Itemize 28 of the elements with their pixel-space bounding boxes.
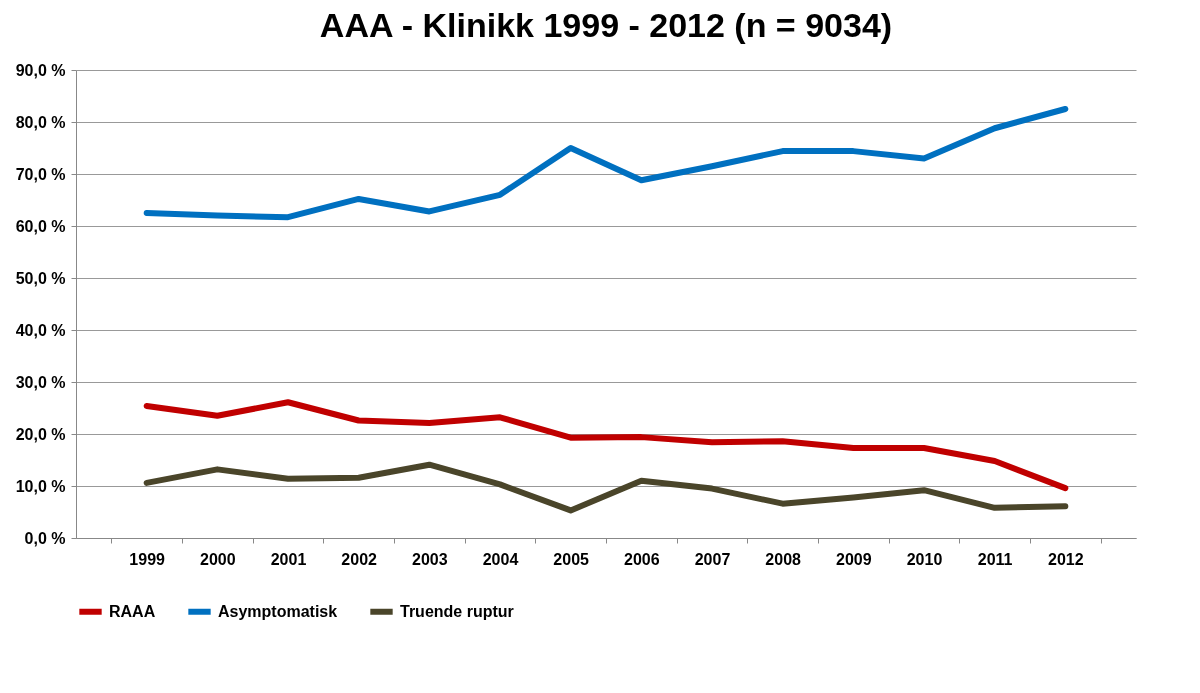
y-tick-label: 60,0 % [15,217,66,235]
y-tick-label: 90,0 % [15,61,66,79]
x-tick-label: 2003 [412,550,448,568]
x-tick-label: 2006 [624,550,660,568]
x-tick-label: 2002 [341,550,378,568]
y-tick-label: 0,0 % [24,529,66,547]
x-tick-label: 2008 [765,550,802,568]
x-tick-label: 2011 [977,550,1013,568]
y-tick-label: 70,0 % [15,165,66,183]
y-tick-label: 30,0 % [15,373,66,391]
x-tick-label: 2007 [694,550,731,568]
y-tick-label: 10,0 % [15,477,66,495]
x-tick-label: 2005 [553,550,590,568]
x-tick-label: 1999 [129,550,166,568]
legend-label: RAAA [109,602,156,620]
legend-label: Asymptomatisk [218,602,338,620]
x-tick-label: 2012 [1048,550,1084,568]
y-tick-label: 40,0 % [15,321,66,339]
x-tick-label: 2000 [200,550,236,568]
x-tick-label: 2010 [906,550,943,568]
legend-label: Truende ruptur [400,602,514,620]
x-tick-label: 2009 [836,550,872,568]
y-tick-label: 20,0 % [15,425,66,443]
chart-title: AAA - Klinikk 1999 - 2012 (n = 9034) [319,6,893,44]
y-tick-label: 80,0 % [15,113,66,131]
x-tick-label: 2004 [482,550,519,568]
x-tick-label: 2001 [270,550,307,568]
y-tick-label: 50,0 % [15,269,66,287]
